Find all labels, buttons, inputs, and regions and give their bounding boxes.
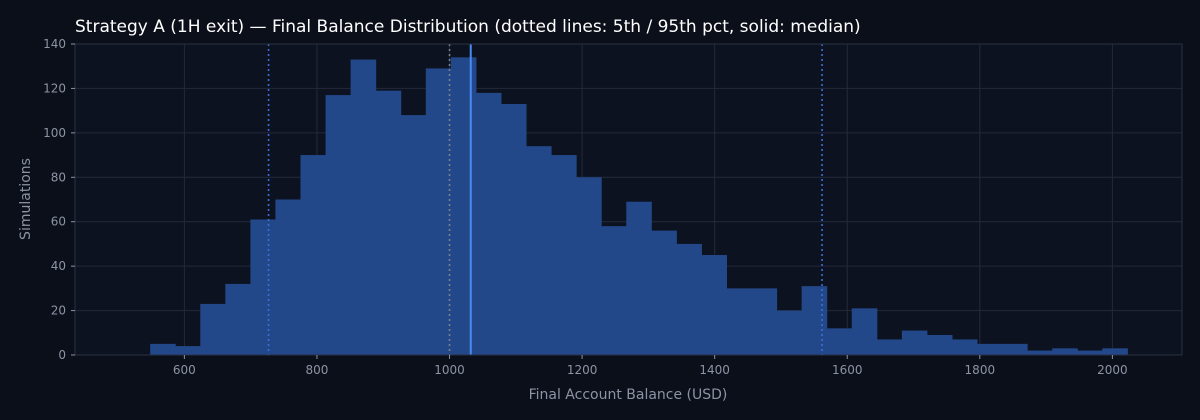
histogram-bar [375,90,402,356]
histogram-bar [626,201,652,355]
histogram-bar [200,303,226,355]
histogram-bar [901,330,928,355]
histogram-bar [576,177,602,355]
x-axis-label: Final Account Balance (USD) [529,387,728,403]
histogram-bar [225,283,251,355]
histogram-bar [526,146,552,355]
y-tick-label: 80 [51,170,66,184]
histogram-bar [951,339,978,355]
histogram-bar [551,155,577,355]
y-tick-label: 100 [43,126,66,140]
histogram-bar [701,255,727,355]
histogram-bars [150,57,1128,356]
histogram-bar [977,343,1003,355]
histogram-bar [851,308,878,355]
histogram-bar [726,288,753,355]
y-tick-label: 60 [51,215,66,229]
histogram-bar [676,243,702,355]
histogram-bar [801,286,828,355]
histogram-bar [1102,348,1128,355]
histogram-bar [325,95,352,355]
y-tick-label: 120 [43,81,66,95]
histogram-bar [500,103,527,355]
histogram-bar [275,199,302,355]
x-tick-label: 1000 [434,363,465,377]
y-tick-label: 40 [51,259,66,273]
x-tick-label: 1200 [567,363,598,377]
histogram-bar [450,57,477,355]
histogram-bar [926,335,953,355]
y-tick-label: 20 [51,304,66,318]
histogram-bar [826,328,853,355]
histogram-bar [1052,348,1078,355]
x-axis-ticks: 600 800 1000 1200 1400 1600 1800 2000 [173,355,1128,377]
chart-title: Strategy A (1H exit) — Final Balance Dis… [75,17,861,37]
histogram-bar [601,226,627,355]
y-axis-label: Simulations [18,158,34,240]
histogram-bar [150,343,176,355]
x-tick-label: 1600 [832,363,863,377]
histogram-bar [425,68,452,355]
y-tick-label: 140 [43,37,66,51]
y-tick-label: 0 [58,348,66,362]
histogram-bar [1027,350,1053,355]
x-tick-label: 600 [173,363,196,377]
y-axis-ticks: 0 20 40 60 80 100 120 140 [43,37,75,362]
reference-lines [267,44,823,355]
histogram-bar [475,92,502,355]
histogram-bar [300,155,327,355]
histogram-bar [400,115,427,355]
histogram-bar [175,346,201,355]
x-tick-label: 1800 [965,363,996,377]
histogram-bar [1077,350,1103,355]
histogram-bar [876,339,903,355]
histogram-bar [1002,343,1028,355]
plot-frame [74,43,1183,356]
histogram-bar [776,310,803,355]
histogram-bar [350,59,377,356]
histogram-bar [651,230,677,355]
histogram-bar [250,219,276,355]
x-tick-label: 1400 [699,363,730,377]
histogram-bar [751,288,778,355]
x-tick-label: 2000 [1097,363,1128,377]
x-tick-label: 800 [305,363,328,377]
